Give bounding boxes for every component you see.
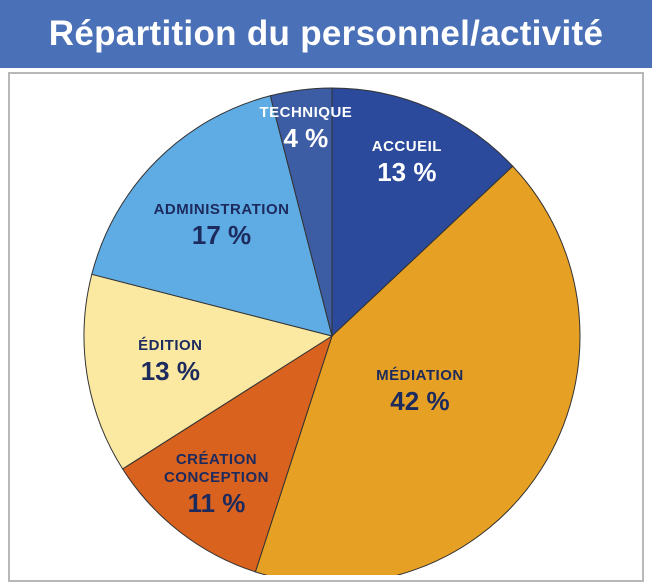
slice-label: ACCUEIL 13 % (347, 138, 467, 188)
pie-slice (83, 273, 334, 470)
category-label: MÉDIATION (376, 366, 464, 384)
pie-slice (254, 165, 581, 575)
value-label: 13 % (140, 355, 200, 386)
pie-slice (91, 95, 333, 337)
category-label: CRÉATION CONCEPTION (163, 450, 269, 486)
value-label: 42 % (390, 385, 450, 416)
slice-label: ÉDITION 13 % (110, 337, 230, 387)
category-label: ÉDITION (138, 336, 203, 354)
slice-label: MÉDIATION 42 % (350, 367, 490, 417)
category-label: ACCUEIL (371, 138, 442, 156)
pie-slice (331, 87, 514, 338)
value-label: 17 % (191, 219, 252, 250)
pie-slice (121, 334, 333, 573)
chart-title: Répartition du personnel/activité (0, 0, 652, 68)
slice-label: ADMINISTRATION 17 % (122, 201, 322, 251)
value-label: 4 % (283, 123, 329, 154)
pie-slice (269, 87, 333, 337)
value-label: 11 % (187, 487, 246, 518)
slice-label: CRÉATION CONCEPTION 11 % (131, 451, 301, 519)
value-label: 13 % (377, 157, 437, 188)
category-label: ADMINISTRATION (153, 200, 290, 218)
slice-label: TECHNIQUE 4 % (246, 104, 366, 154)
category-label: TECHNIQUE (259, 104, 353, 122)
